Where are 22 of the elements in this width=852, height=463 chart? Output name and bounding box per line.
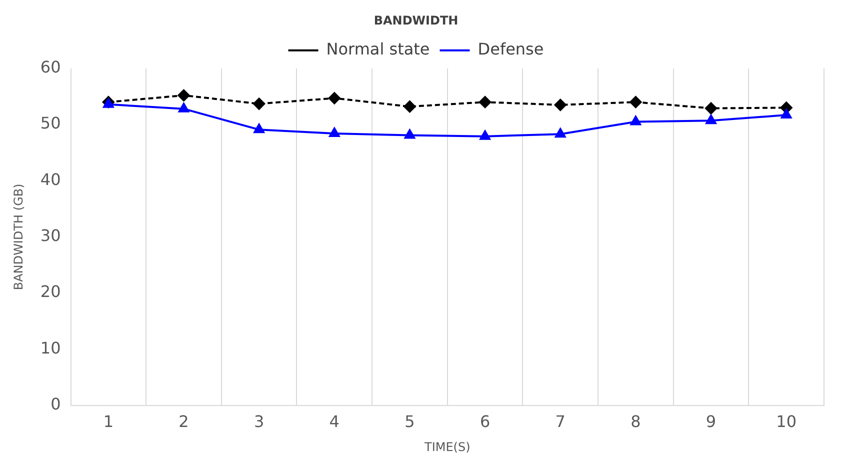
x-tick-label: 5	[404, 412, 415, 432]
y-tick-label: 50	[40, 114, 61, 133]
chart-title: BANDWIDTH	[374, 13, 458, 28]
x-tick-label: 7	[555, 412, 566, 432]
x-tick-label: 6	[480, 412, 490, 432]
x-tick-label: 9	[706, 412, 716, 432]
x-tick-label: 3	[254, 412, 264, 432]
x-tick-label: 8	[630, 412, 641, 432]
legend-label: Defense	[478, 40, 544, 59]
y-tick-label: 10	[40, 338, 61, 358]
x-tick-label: 10	[776, 412, 797, 432]
legend-label: Normal state	[326, 40, 430, 59]
x-tick-label: 1	[103, 412, 114, 432]
x-axis-title: TIME(S)	[423, 440, 470, 454]
y-tick-label: 20	[40, 282, 61, 302]
y-tick-label: 30	[40, 226, 61, 246]
y-tick-label: 40	[40, 170, 61, 189]
y-tick-label: 0	[50, 394, 61, 414]
y-axis-title: BANDWIDTH (GB)	[11, 184, 26, 290]
y-tick-label: 60	[40, 58, 61, 77]
x-tick-label: 2	[178, 412, 189, 432]
x-tick-label: 4	[329, 412, 340, 432]
